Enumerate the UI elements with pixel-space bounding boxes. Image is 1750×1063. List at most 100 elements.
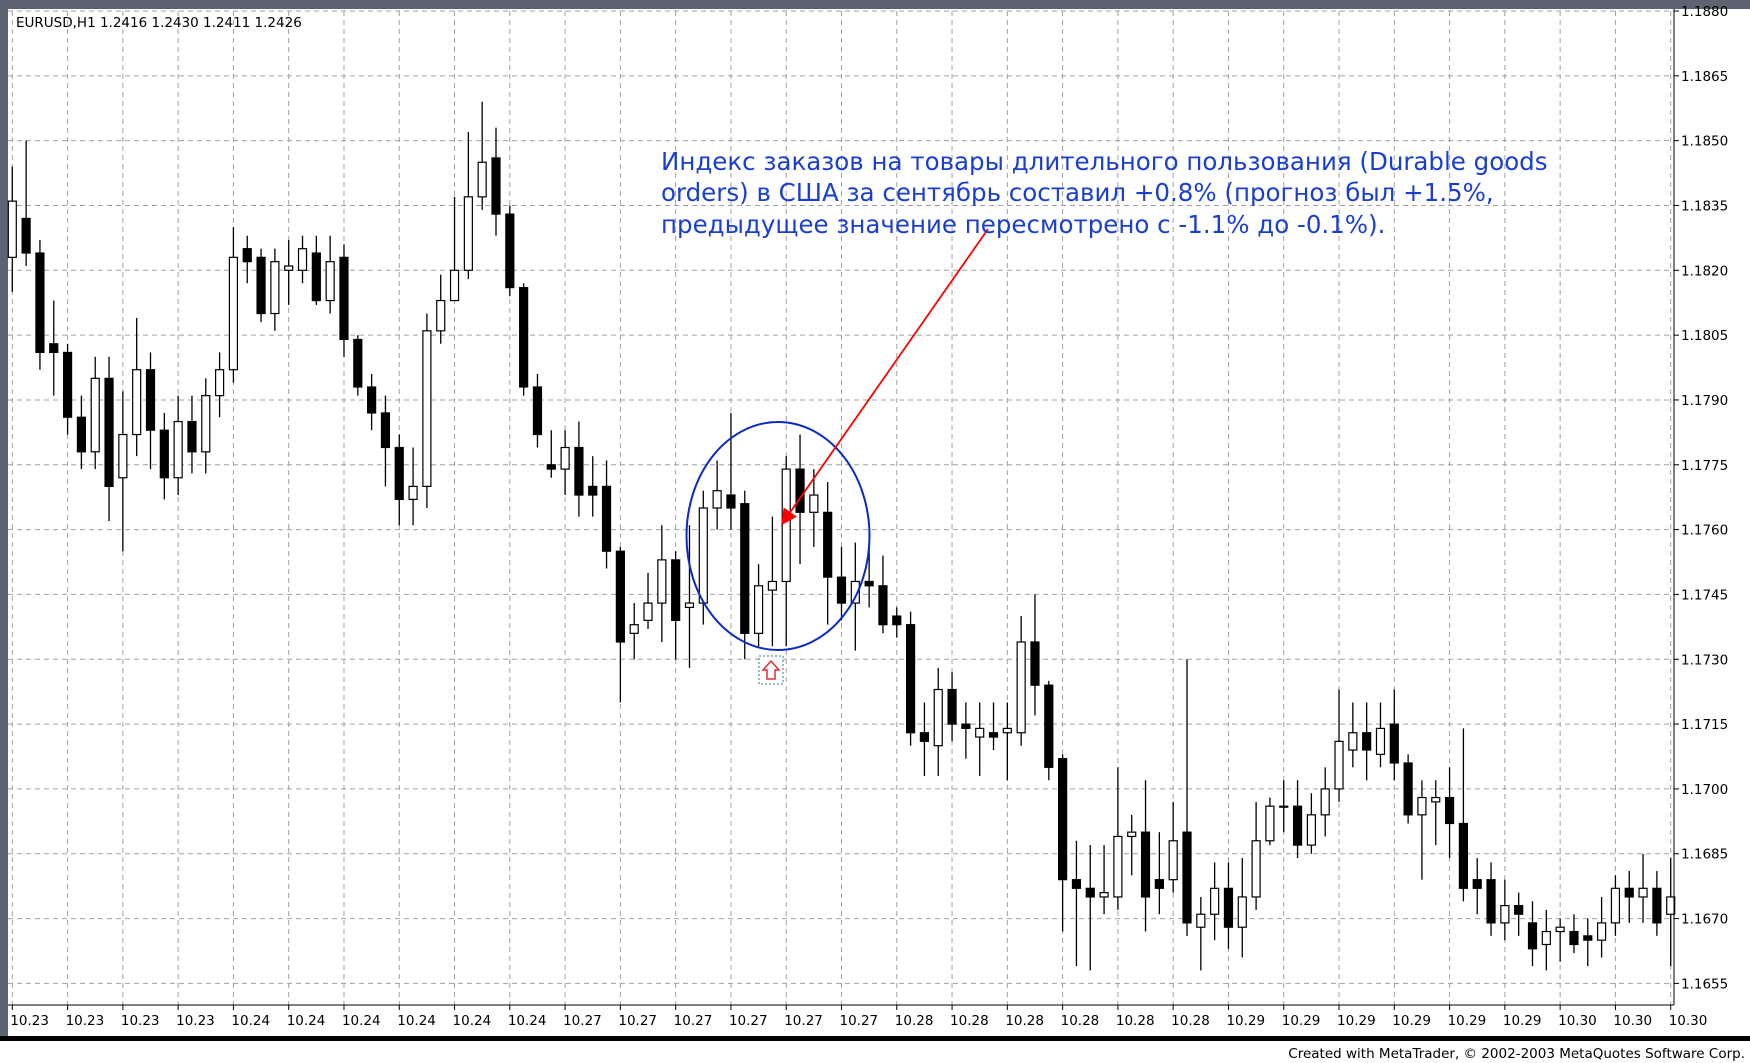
x-tick-label: 10.27 bbox=[784, 1013, 823, 1029]
x-tick-label: 10.28 bbox=[1061, 1013, 1100, 1029]
x-tick-label: 10.27 bbox=[674, 1013, 713, 1029]
candle-body bbox=[1583, 935, 1593, 941]
candle-body bbox=[1555, 926, 1565, 933]
top-frame bbox=[0, 0, 1750, 9]
candle-body bbox=[76, 416, 87, 453]
candle-body bbox=[367, 386, 377, 414]
x-tick-label: 10.27 bbox=[840, 1013, 879, 1029]
x-tick-label: 10.24 bbox=[453, 1013, 492, 1029]
x-tick-label: 10.27 bbox=[563, 1013, 602, 1029]
y-tick-label: 1.1820 bbox=[1681, 263, 1728, 279]
x-tick-label: 10.27 bbox=[618, 1013, 657, 1029]
candle-body bbox=[1403, 762, 1413, 816]
candle-body bbox=[145, 369, 156, 431]
candle-body bbox=[1265, 805, 1275, 842]
candle-body bbox=[1500, 904, 1510, 924]
candle-body bbox=[436, 299, 446, 332]
candle-body bbox=[1168, 840, 1178, 881]
candle-body bbox=[1666, 896, 1676, 915]
candle-body bbox=[353, 338, 363, 388]
x-tick-label: 10.29 bbox=[1503, 1013, 1542, 1029]
candle-body bbox=[1251, 840, 1261, 898]
x-tick-label: 10.24 bbox=[287, 1013, 326, 1029]
candle-body bbox=[1334, 740, 1344, 790]
candle-body bbox=[21, 217, 31, 254]
candle-body bbox=[1417, 796, 1427, 816]
candle-body bbox=[1140, 831, 1151, 898]
candle-body bbox=[795, 468, 805, 513]
candle-body bbox=[574, 446, 584, 496]
y-tick-label: 1.1670 bbox=[1681, 912, 1728, 928]
x-tick-label: 10.28 bbox=[1116, 1013, 1155, 1029]
candle-body bbox=[270, 261, 280, 315]
candle-body bbox=[242, 248, 252, 263]
candle-body bbox=[132, 369, 142, 436]
x-tick-label: 10.24 bbox=[342, 1013, 381, 1029]
candle-body bbox=[1223, 887, 1234, 928]
candle-body bbox=[615, 550, 625, 643]
y-tick-label: 1.1790 bbox=[1681, 393, 1728, 409]
y-tick-label: 1.1850 bbox=[1681, 134, 1728, 150]
candle-body bbox=[1127, 831, 1137, 838]
candle-body bbox=[339, 256, 349, 341]
candle-body bbox=[1002, 727, 1012, 734]
x-tick-label: 10.29 bbox=[1337, 1013, 1376, 1029]
x-tick-label: 10.29 bbox=[1448, 1013, 1487, 1029]
bottom-bar bbox=[0, 1036, 1750, 1041]
candle-body bbox=[671, 559, 681, 621]
candle-body bbox=[1527, 922, 1538, 950]
x-tick-label: 10.29 bbox=[1392, 1013, 1431, 1029]
candle-body bbox=[892, 615, 902, 626]
candle-body bbox=[325, 261, 335, 302]
candle-body bbox=[449, 269, 460, 302]
candle-body bbox=[988, 732, 999, 738]
candle-body bbox=[1085, 887, 1095, 898]
candle-body bbox=[1514, 904, 1524, 915]
candle-body bbox=[1638, 887, 1648, 898]
annotation-line: orders) в США за сентябрь составил +0.8%… bbox=[661, 178, 1494, 207]
y-tick-label: 1.1745 bbox=[1681, 587, 1728, 603]
candle-body bbox=[1044, 684, 1054, 768]
candle-body bbox=[408, 485, 418, 500]
candles bbox=[7, 101, 1676, 971]
candle-body bbox=[781, 468, 791, 583]
candle-body bbox=[933, 688, 943, 747]
candle-body bbox=[62, 351, 73, 418]
highlight-ellipse bbox=[685, 421, 871, 651]
candle-body bbox=[1306, 814, 1316, 846]
candle-body bbox=[1320, 788, 1330, 816]
candle-body bbox=[1431, 796, 1441, 803]
candle-body bbox=[297, 248, 308, 271]
buy-signal-icon bbox=[758, 655, 784, 685]
candle-body bbox=[173, 420, 183, 479]
y-tick-label: 1.1730 bbox=[1681, 652, 1728, 668]
candle-body bbox=[1389, 723, 1399, 764]
candle-body bbox=[1196, 913, 1206, 928]
candle-body bbox=[284, 265, 294, 271]
left-frame bbox=[0, 0, 8, 1036]
candle-body bbox=[311, 252, 321, 302]
axis-labels: 1.1655 1.1670 1.1685 1.1700 1.1715 1.1730 1.17… bbox=[10, 4, 1728, 1029]
y-tick-label: 1.1685 bbox=[1681, 847, 1728, 863]
y-tick-label: 1.1835 bbox=[1681, 198, 1728, 214]
y-tick-label: 1.1865 bbox=[1681, 69, 1728, 85]
candle-body bbox=[1652, 887, 1662, 924]
x-tick-label: 10.28 bbox=[1171, 1013, 1210, 1029]
x-tick-label: 10.28 bbox=[895, 1013, 934, 1029]
y-tick-label: 1.1715 bbox=[1681, 717, 1728, 733]
candle-body bbox=[947, 688, 957, 725]
candle-body bbox=[698, 507, 708, 604]
candle-body bbox=[809, 494, 819, 513]
candle-body bbox=[1016, 641, 1026, 734]
candle-body bbox=[1541, 930, 1551, 946]
candle-body bbox=[532, 386, 543, 436]
candle-body bbox=[215, 369, 225, 397]
candle-body bbox=[201, 395, 211, 453]
candle-body bbox=[767, 580, 778, 591]
candle-body bbox=[560, 446, 570, 470]
annotation-line: предыдущее значение пересмотрено с -1.1%… bbox=[661, 210, 1385, 239]
candle-body bbox=[104, 377, 114, 487]
y-tick-label: 1.1880 bbox=[1681, 4, 1728, 20]
